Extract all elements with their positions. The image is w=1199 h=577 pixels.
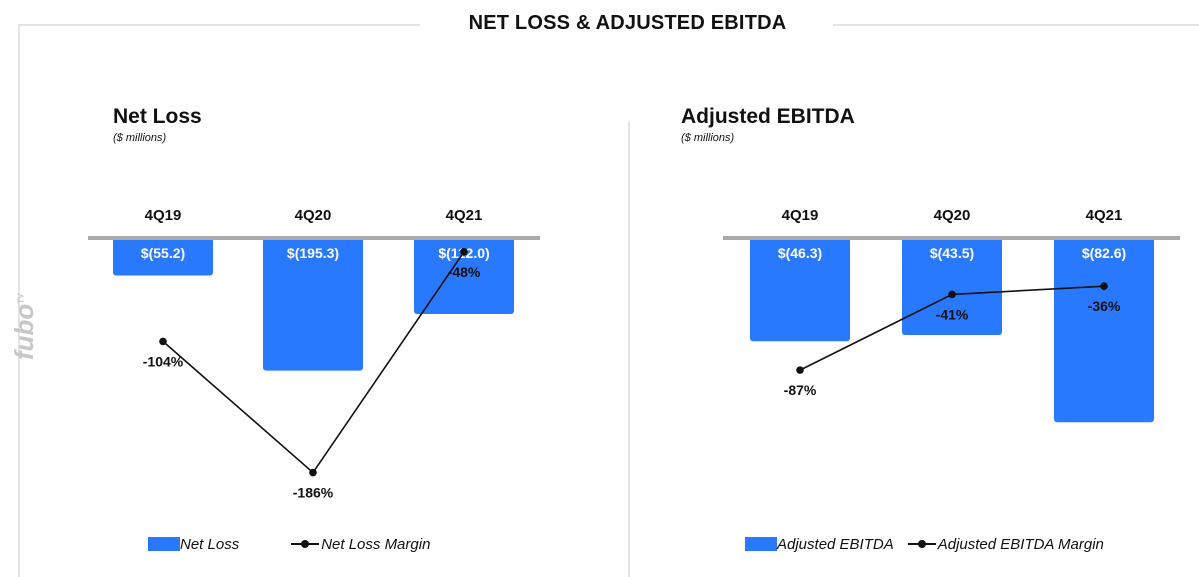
net-loss-margin-label: -48%	[448, 264, 481, 280]
frame-top-right	[833, 24, 1199, 26]
ebitda-bar	[1054, 238, 1154, 423]
ebitda-bar	[902, 238, 1002, 336]
ebitda-category-label: 4Q20	[934, 207, 971, 224]
net-loss-margin-point	[309, 468, 317, 477]
ebitda-legend-swatch	[745, 537, 777, 551]
ebitda-legend: Adjusted EBITDA Adjusted EBITDA Margin	[745, 534, 1104, 554]
net-loss-bar-label: $(55.2)	[141, 245, 185, 261]
page-title: NET LOSS & ADJUSTED EBITDA	[468, 12, 787, 34]
ebitda-margin-point	[948, 290, 956, 299]
ebitda-bar	[750, 238, 850, 342]
net-loss-margin-point	[460, 248, 468, 256]
net-loss-subtitle: ($ millions)	[113, 132, 167, 144]
ebitda-margin-legend-label: Adjusted EBITDA Margin	[937, 535, 1104, 553]
net-loss-margin-label: -104%	[143, 353, 184, 369]
net-loss-legend-label: Net Loss	[180, 535, 240, 553]
ebitda-category-label: 4Q19	[782, 207, 819, 224]
net-loss-margin-legend-symbol	[291, 539, 320, 549]
net-loss-bar	[414, 238, 514, 315]
net-loss-bar	[113, 238, 213, 276]
ebitda-legend-label: Adjusted EBITDA	[777, 535, 894, 553]
ebitda-margin-legend-symbol	[907, 539, 936, 549]
frame-top-left	[18, 24, 420, 26]
ebitda-margin-point	[1100, 282, 1108, 291]
ebitda-margin-point	[796, 366, 804, 374]
net-loss-margin-label: -186%	[293, 485, 334, 501]
panel-divider	[628, 122, 630, 577]
net-loss-legend-swatch	[148, 537, 180, 551]
net-loss-legend: Net Loss Net Loss Margin	[148, 534, 430, 554]
frame-left	[18, 24, 20, 577]
net-loss-category-label: 4Q20	[295, 207, 332, 224]
ebitda-bar-label: $(46.3)	[778, 245, 822, 261]
ebitda-title: Adjusted EBITDA	[681, 105, 855, 128]
ebitda-bar-label: $(43.5)	[930, 245, 974, 261]
ebitda-category-label: 4Q21	[1086, 207, 1123, 224]
net-loss-margin-legend-label: Net Loss Margin	[321, 535, 431, 553]
net-loss-bar-label: $(195.3)	[287, 245, 339, 261]
net-loss-category-label: 4Q19	[145, 207, 182, 224]
net-loss-title: Net Loss	[113, 105, 202, 128]
ebitda-bar-label: $(82.6)	[1082, 245, 1126, 261]
ebitda-margin-label: -41%	[936, 306, 969, 322]
ebitda-subtitle: ($ millions)	[681, 132, 735, 144]
net-loss-category-label: 4Q21	[446, 207, 483, 224]
net-loss-bar	[263, 238, 363, 371]
ebitda-margin-label: -36%	[1088, 298, 1121, 314]
net-loss-margin-point	[159, 337, 167, 346]
ebitda-margin-label: -87%	[784, 382, 817, 398]
